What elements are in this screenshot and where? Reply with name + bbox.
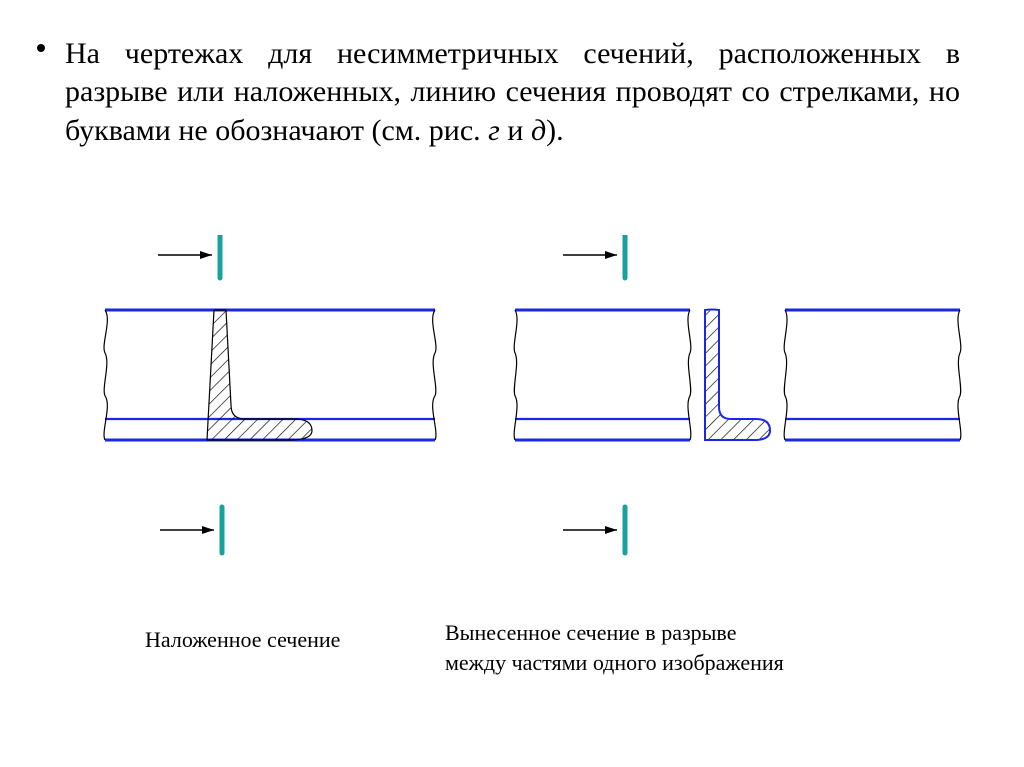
caption-left: Наложенное сечение	[145, 625, 345, 655]
text-and: и	[500, 114, 531, 147]
caption-right: Вынесенное сечение в разрыве между частя…	[445, 618, 785, 677]
bullet-marker	[37, 44, 45, 52]
text-italic-g: г	[488, 114, 500, 147]
main-bullet-text: На чертежах для несимметричных сечений, …	[65, 35, 960, 150]
text-italic-d: д	[531, 114, 546, 147]
text-part-2: ).	[546, 114, 564, 147]
